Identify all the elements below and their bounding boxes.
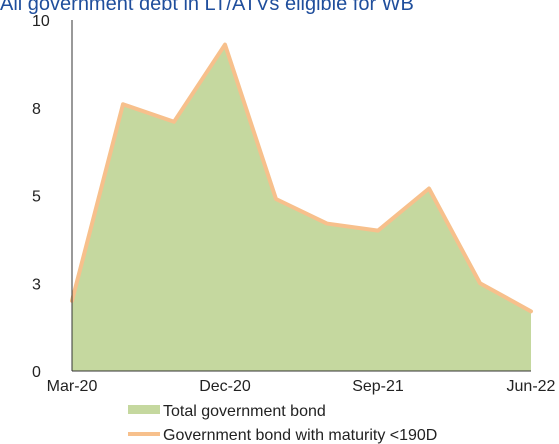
x-tick-label: Dec-20 xyxy=(199,378,251,395)
legend-label-government-bond-maturity: Government bond with maturity <190D xyxy=(163,427,437,444)
plot-area xyxy=(70,42,533,371)
y-tick-label: 10 xyxy=(32,13,50,30)
x-tick-label: Jun-22 xyxy=(507,378,556,395)
x-tick-label: Sep-21 xyxy=(352,378,404,395)
legend-swatch-area xyxy=(128,405,160,414)
area-series-total-government-bond xyxy=(72,44,531,371)
y-tick-label: 0 xyxy=(32,364,41,381)
x-tick-label: Mar-20 xyxy=(47,378,98,395)
chart-title: All government debt in LT/ATVs eligible … xyxy=(0,0,414,15)
line-series-government-bond-maturity xyxy=(70,42,533,314)
y-tick-label: 8 xyxy=(32,101,41,118)
legend-label-total-government-bond: Total government bond xyxy=(163,403,326,420)
y-tick-label: 5 xyxy=(32,189,41,206)
legend: Total government bond Government bond wit… xyxy=(128,403,437,444)
y-tick-label: 3 xyxy=(32,276,41,293)
axes: 0 3 5 8 10 Mar-20 Dec-20 Sep-21 Jun-22 xyxy=(32,13,556,395)
